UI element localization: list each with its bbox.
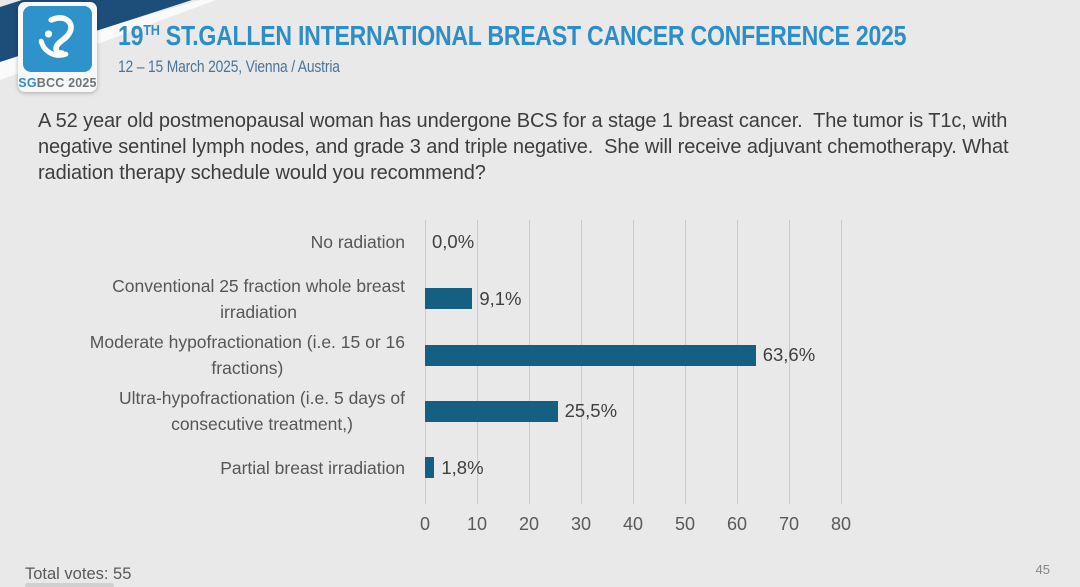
value-label: 0,0% <box>432 231 475 253</box>
sgbcc-logo: SGBCC 2025 <box>18 2 97 92</box>
chart-row: No radiation 0,0% <box>35 214 1045 270</box>
category-label: No radiation <box>310 232 405 253</box>
bar <box>425 457 435 479</box>
sgbcc-logo-label: SGBCC 2025 <box>18 76 96 90</box>
gridline <box>841 220 842 504</box>
bar <box>425 344 756 366</box>
x-tick-label: 10 <box>466 514 488 534</box>
bar <box>425 400 558 422</box>
logo-rest-text: BCC 2025 <box>36 76 97 90</box>
chart-rows: No radiation 0,0% Conventional 25 fracti… <box>35 214 1045 496</box>
x-tick-label: 70 <box>778 514 800 534</box>
value-label: 25,5% <box>564 400 618 422</box>
x-tick-label: 0 <box>419 514 431 534</box>
title-ordinal: TH <box>143 21 160 39</box>
title-number: 19 <box>118 20 144 51</box>
x-tick-label: 60 <box>726 514 748 534</box>
bar <box>425 288 473 310</box>
x-tick-label: 30 <box>570 514 592 534</box>
conference-title: 19TH ST.GALLEN INTERNATIONAL BREAST CANC… <box>118 20 907 52</box>
x-tick-label: 40 <box>622 514 644 534</box>
x-tick-label: 50 <box>674 514 696 534</box>
value-label: 9,1% <box>479 287 522 309</box>
title-rest: ST.GALLEN INTERNATIONAL BREAST CANCER CO… <box>159 20 907 51</box>
logo-sg-text: SG <box>18 76 37 90</box>
category-label: Moderate hypofractionation (i.e. 15 or 1… <box>89 332 405 379</box>
poll-question-text: A 52 year old postmenopausal woman has u… <box>38 110 1014 184</box>
chart-row: Moderate hypofractionation (i.e. 15 or 1… <box>35 327 1045 383</box>
x-tick-label: 80 <box>830 514 852 534</box>
x-axis-tick-labels: 0 10 20 30 40 50 60 70 80 <box>420 514 851 538</box>
conference-subtitle: 12 – 15 March 2025, Vienna / Austria <box>118 58 340 76</box>
footer-strip <box>25 583 114 587</box>
poll-results-bar-chart: No radiation 0,0% Conventional 25 fracti… <box>0 214 1080 587</box>
category-label: Conventional 25 fraction whole breast ir… <box>112 275 405 322</box>
page-number: 45 <box>1035 562 1050 577</box>
total-votes-text: Total votes: 55 <box>25 565 132 583</box>
value-label: 1,8% <box>441 456 484 478</box>
chart-row: Conventional 25 fraction whole breast ir… <box>35 270 1045 326</box>
value-label: 63,6% <box>762 344 816 366</box>
header-titles: 19TH ST.GALLEN INTERNATIONAL BREAST CANC… <box>118 20 907 77</box>
category-label: Partial breast irradiation <box>220 457 405 478</box>
chart-row: Ultra-hypofractionation (i.e. 5 days of … <box>35 383 1045 439</box>
category-label: Ultra-hypofractionation (i.e. 5 days of … <box>119 388 405 435</box>
x-tick-label: 20 <box>518 514 540 534</box>
gridline <box>789 220 790 504</box>
sgbcc-logo-icon <box>23 6 92 72</box>
chart-row: Partial breast irradiation 1,8% <box>35 440 1045 496</box>
